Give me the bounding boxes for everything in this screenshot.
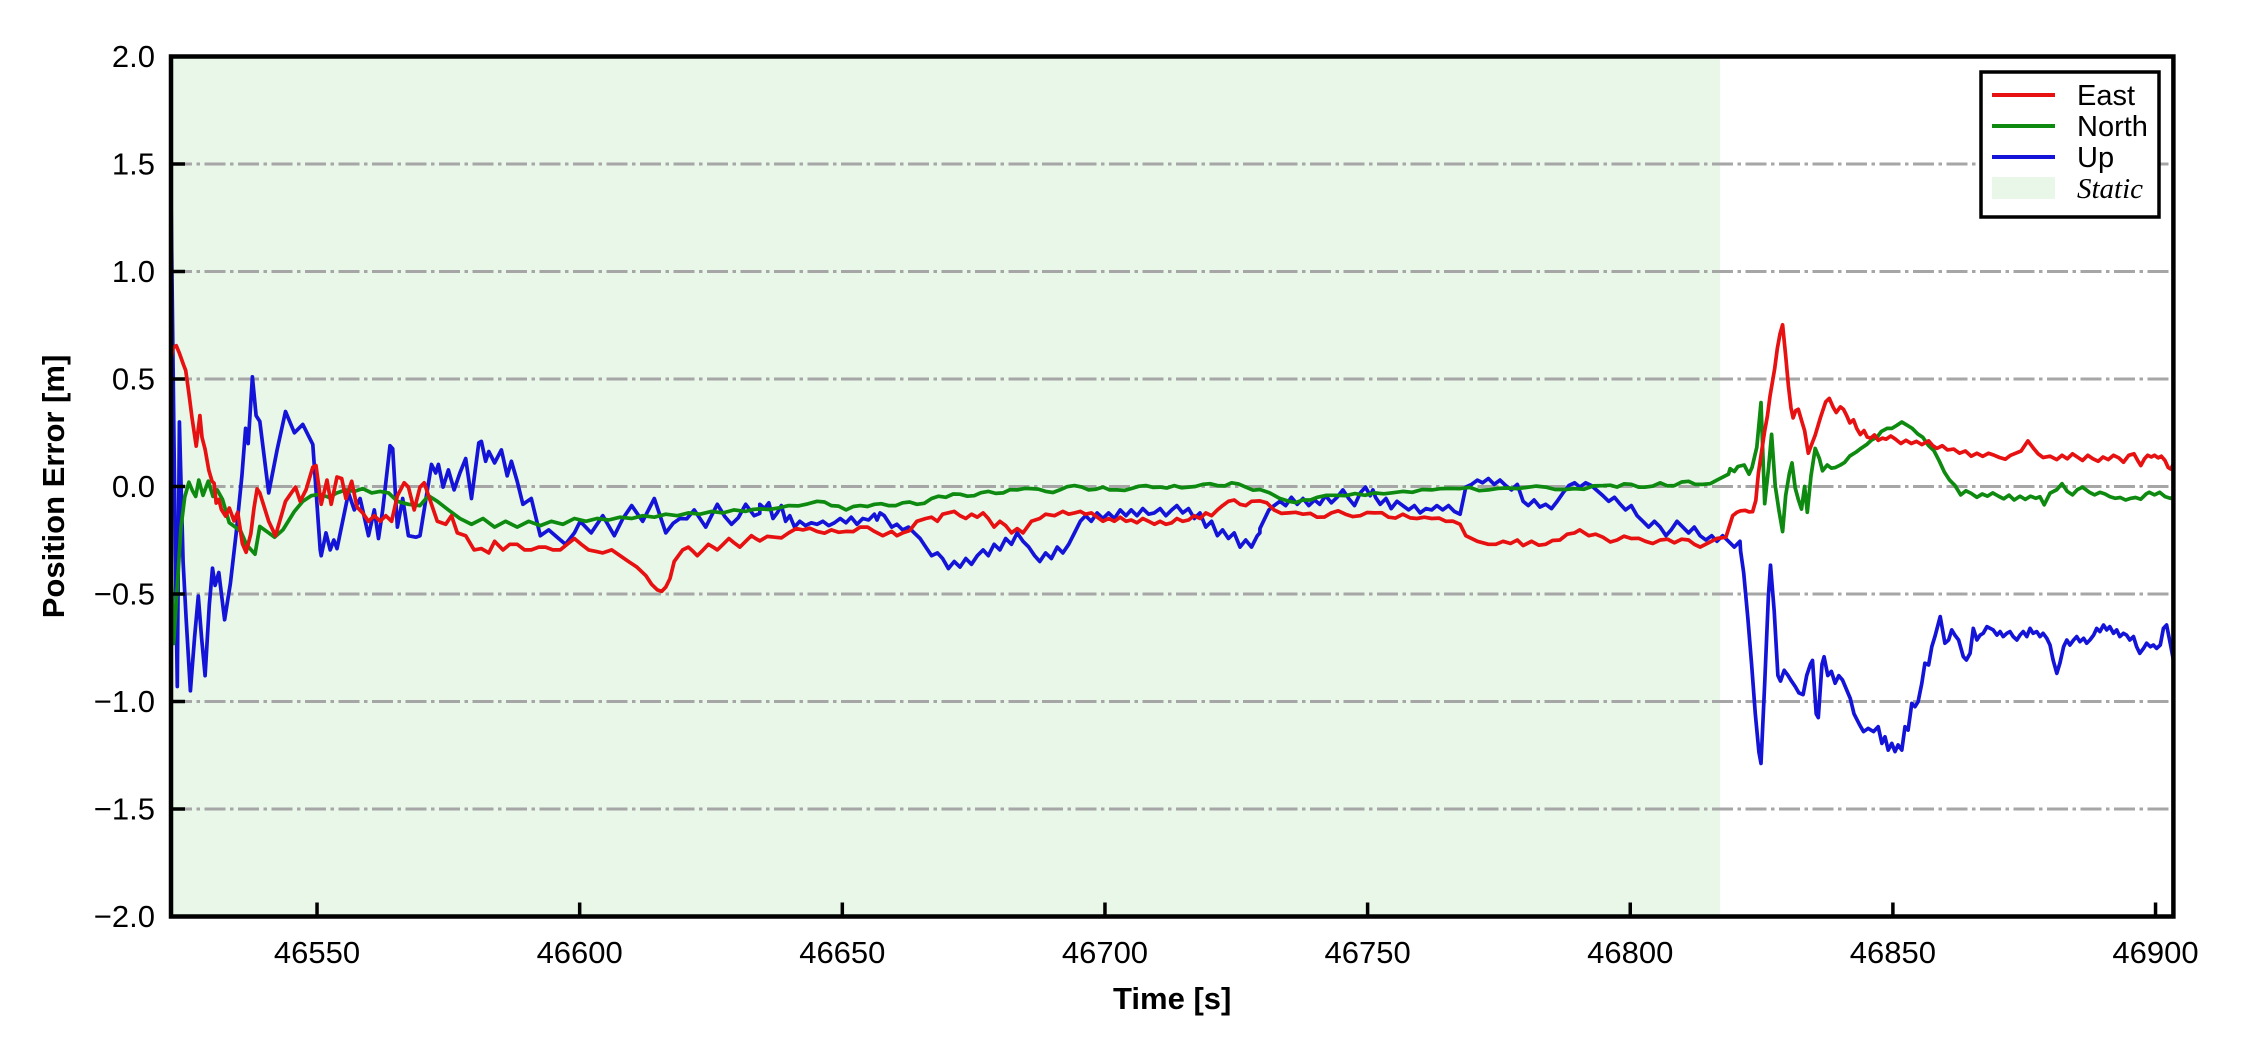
x-tick-label: 46600 bbox=[537, 935, 623, 970]
legend: East North Up Static bbox=[1979, 70, 2161, 219]
x-tick-label: 46750 bbox=[1324, 935, 1410, 970]
series-line-east bbox=[171, 322, 2174, 594]
y-tick-label: −0.5 bbox=[94, 577, 155, 612]
x-tick-label: 46800 bbox=[1587, 935, 1673, 970]
plot-frame bbox=[168, 54, 2176, 919]
y-tick-label: −1.0 bbox=[94, 684, 155, 719]
y-tick-label: −2.0 bbox=[94, 899, 155, 934]
x-tick-label: 46550 bbox=[274, 935, 360, 970]
legend-label-north: North bbox=[2077, 111, 2148, 143]
legend-label-east: East bbox=[2077, 80, 2135, 112]
y-tick-label: 0.5 bbox=[112, 362, 155, 397]
series-line-up bbox=[171, 194, 2174, 766]
y-tick-label: 1.0 bbox=[112, 254, 155, 289]
y-tick-label: 2.0 bbox=[112, 39, 155, 74]
legend-patch-static bbox=[1992, 177, 2055, 199]
y-tick-label: 1.5 bbox=[112, 147, 155, 182]
legend-label-static: Static bbox=[2077, 173, 2143, 205]
y-tick-label: 0.0 bbox=[112, 469, 155, 504]
x-tick-label: 46900 bbox=[2112, 935, 2198, 970]
x-tick-label: 46650 bbox=[799, 935, 885, 970]
y-axis-label: Position Error [m] bbox=[36, 355, 71, 619]
x-axis-label: Time [s] bbox=[1113, 981, 1231, 1016]
y-tick-label: −1.5 bbox=[94, 792, 155, 827]
x-tick-label: 46700 bbox=[1062, 935, 1148, 970]
x-tick-label: 46850 bbox=[1850, 935, 1936, 970]
legend-label-up: Up bbox=[2077, 142, 2114, 174]
